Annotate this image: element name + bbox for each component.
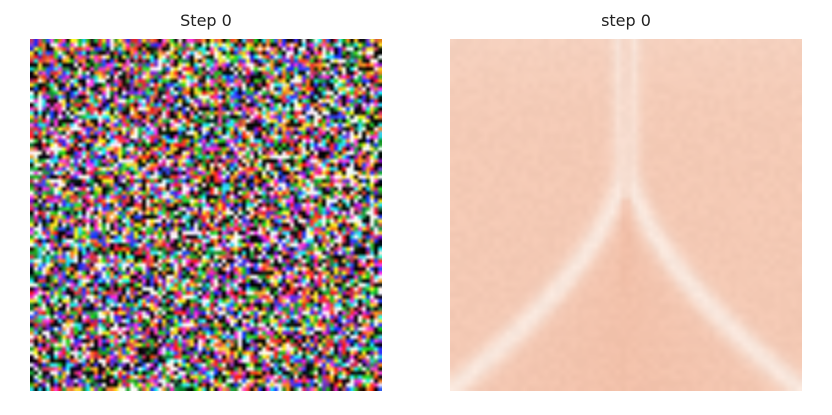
noise-image-frame: [30, 39, 382, 391]
field-image: [450, 39, 802, 391]
field-image-frame: [450, 39, 802, 391]
noise-image: [30, 39, 382, 391]
right-panel-title: step 0: [601, 11, 651, 30]
left-panel-title: Step 0: [180, 11, 232, 30]
